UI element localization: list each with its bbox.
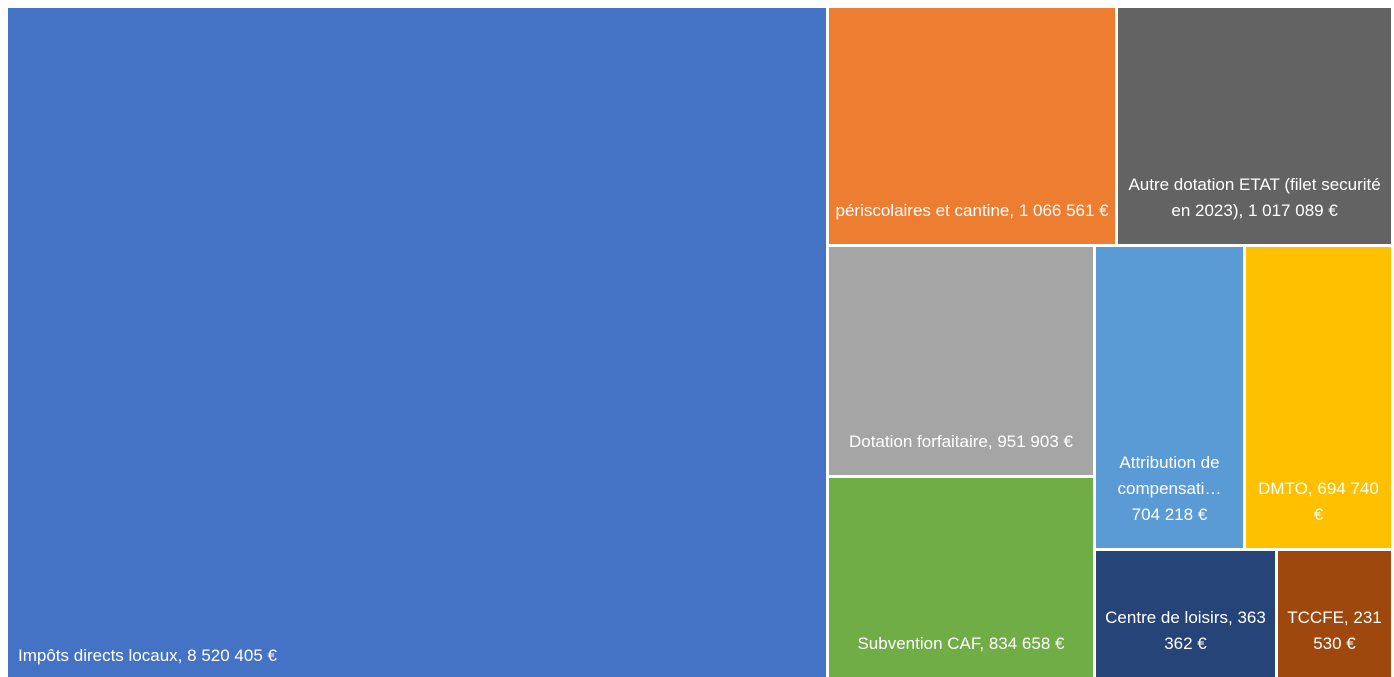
category-label: Impôts directs locaux, — [18, 646, 183, 665]
data-label: TCCFE, 231 530 € — [1284, 605, 1385, 657]
category-label: Dotation forfaitaire, — [848, 431, 993, 451]
data-label: Autre dotation ETAT (filet securité en 2… — [1124, 172, 1385, 224]
treemap-cell: Subvention CAF, 834 658 € — [828, 477, 1093, 677]
value-label: 704 218 € — [1131, 504, 1208, 524]
value-label: 1 066 561 € — [1018, 200, 1109, 220]
value-label: 8 520 405 € — [187, 646, 277, 665]
data-label: Centre de loisirs, 363 362 € — [1102, 605, 1269, 657]
category-label: Attribution de compensati… — [1117, 452, 1222, 498]
data-label: DMTO, 694 740 € — [1252, 476, 1385, 528]
category-label: Centre de loisirs, — [1105, 607, 1233, 627]
value-label: 694 740 € — [1313, 478, 1379, 524]
category-label: Subvention CAF, — [857, 633, 985, 653]
category-label: DMTO, — [1258, 478, 1313, 498]
value-label: 363 362 € — [1164, 607, 1266, 653]
value-label: 1 017 089 € — [1247, 200, 1338, 220]
data-label: Attribution de compensati… 704 218 € — [1102, 450, 1237, 528]
data-label: périscolaires et cantine, 1 066 561 € — [836, 198, 1109, 224]
data-label: Subvention CAF, 834 658 € — [857, 631, 1064, 657]
treemap-cell: Impôts directs locaux, 8 520 405 € — [8, 8, 826, 677]
treemap-cell: périscolaires et cantine, 1 066 561 € — [828, 8, 1116, 244]
value-label: 834 658 € — [988, 633, 1065, 653]
treemap-cell: DMTO, 694 740 € — [1246, 246, 1391, 548]
treemap-cell: Dotation forfaitaire, 951 903 € — [828, 246, 1093, 475]
treemap-cell: Autre dotation ETAT (filet securité en 2… — [1118, 8, 1391, 244]
category-label: TCCFE, — [1287, 607, 1349, 627]
value-label: 231 530 € — [1313, 607, 1382, 653]
treemap-cell: Centre de loisirs, 363 362 € — [1095, 550, 1275, 677]
category-label: Autre dotation ETAT (filet securité en 2… — [1128, 174, 1381, 220]
data-label: Dotation forfaitaire, 951 903 € — [849, 429, 1073, 455]
data-label: Impôts directs locaux, 8 520 405 € — [18, 643, 277, 669]
treemap-cell: Attribution de compensati… 704 218 € — [1095, 246, 1243, 548]
treemap-cell: TCCFE, 231 530 € — [1278, 550, 1391, 677]
value-label: 951 903 € — [997, 431, 1073, 451]
category-label: périscolaires et cantine, — [835, 200, 1015, 220]
